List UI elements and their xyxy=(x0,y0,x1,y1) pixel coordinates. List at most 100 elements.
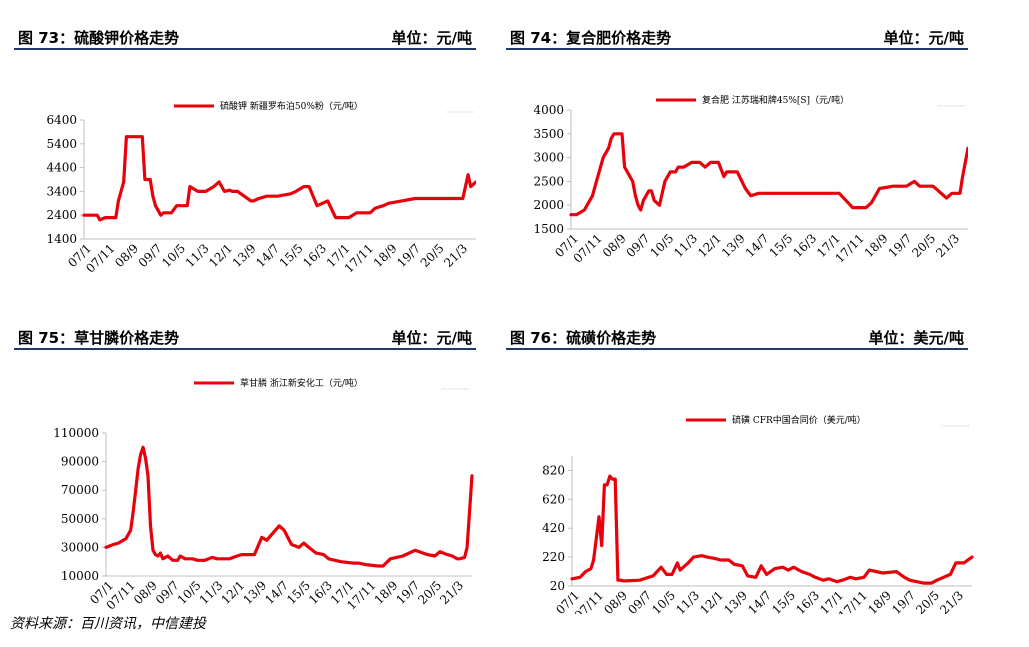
sulfur-chart: 2022042062082007/107/1108/909/710/511/31… xyxy=(542,414,974,614)
series-line xyxy=(82,135,476,222)
chart-title: 图 74：复合肥价格走势 xyxy=(510,29,672,47)
y-tick-label: 820 xyxy=(542,463,565,477)
potassium-sulfate-chart: 14002400340044005400640007/107/1108/909/… xyxy=(46,100,476,276)
x-tick-label: 11/3 xyxy=(671,231,700,260)
x-tick-label: 15/5 xyxy=(284,578,313,607)
x-tick-label: 19/7 xyxy=(886,231,915,260)
x-tick-label: 12/1 xyxy=(695,231,724,260)
y-tick-label: 50000 xyxy=(61,512,99,526)
source-note: 资料来源：百川资讯，中信建投 xyxy=(10,616,206,632)
chart-unit: 单位：美元/吨 xyxy=(868,329,964,347)
x-tick-label: 20/5 xyxy=(415,578,444,607)
x-tick-label: 13/9 xyxy=(721,588,750,614)
legend-label: 硫磺 CFR中国合同价（美元/吨） xyxy=(732,414,866,426)
x-tick-label: 09/7 xyxy=(624,231,653,260)
chart-title: 图 76：硫磺价格走势 xyxy=(510,329,657,347)
chart-header: 图 74：复合肥价格走势 单位：元/吨 xyxy=(506,26,968,50)
x-tick-label: 20/5 xyxy=(909,231,938,260)
y-tick-label: 4400 xyxy=(46,161,77,175)
x-tick-label: 16/3 xyxy=(793,588,822,614)
y-tick-label: 2400 xyxy=(46,208,77,222)
y-tick-label: 1400 xyxy=(46,232,77,246)
x-tick-label: 11/3 xyxy=(183,241,212,270)
x-tick-label: 20/5 xyxy=(913,588,942,614)
x-tick-label: 16/3 xyxy=(306,578,335,607)
x-tick-label: 21/3 xyxy=(933,231,962,260)
x-tick-label: 09/7 xyxy=(136,241,165,270)
chart-header: 图 73：硫酸钾价格走势 单位：元/吨 xyxy=(14,26,476,50)
chart-unit: 单位：元/吨 xyxy=(391,329,472,347)
sulfur-panel: 图 76：硫磺价格走势 单位：美元/吨 20 220 420 620 820 07/1 07… xyxy=(506,314,974,614)
y-tick-label: 6400 xyxy=(46,113,77,127)
y-tick-label: 620 xyxy=(542,492,565,506)
x-tick-label: 12/1 xyxy=(218,578,247,607)
x-tick-label: 11/3 xyxy=(197,578,226,607)
x-tick-label: 16/3 xyxy=(790,231,819,260)
x-tick-label: 08/9 xyxy=(600,231,629,260)
x-tick-label: 14/7 xyxy=(262,578,291,607)
x-tick-label: 18/9 xyxy=(862,231,891,260)
x-tick-label: 20/5 xyxy=(418,241,447,270)
y-tick-label: 20 xyxy=(550,579,565,593)
series-line xyxy=(570,474,974,585)
x-tick-label: 18/9 xyxy=(372,578,401,607)
x-tick-label: 13/9 xyxy=(240,578,269,607)
y-tick-label: 90000 xyxy=(61,455,99,469)
x-tick-label: 15/5 xyxy=(277,241,306,270)
x-tick-label: 08/9 xyxy=(112,241,141,270)
compound-fertilizer-chart: 15002000250030003500400007/107/1108/909/… xyxy=(533,94,968,266)
legend-label: 硫酸钾 新疆罗布泊50%粉（元/吨） xyxy=(220,100,363,112)
x-tick-label: 19/7 xyxy=(394,241,423,270)
x-tick-label: 10/5 xyxy=(159,241,188,270)
x-tick-label: 10/5 xyxy=(647,231,676,260)
x-tick-label: 11/3 xyxy=(673,588,702,614)
legend-label: 复合肥 江苏瑞和牌45%[S]（元/吨） xyxy=(702,94,849,106)
chart-unit: 单位：元/吨 xyxy=(883,29,964,47)
y-tick-label: 110000 xyxy=(53,426,99,440)
chart-unit: 单位：元/吨 xyxy=(391,29,472,47)
glyphosate-chart: 100003000050000700009000011000007/107/11… xyxy=(53,377,474,613)
x-tick-label: 12/1 xyxy=(697,588,726,614)
x-tick-label: 14/7 xyxy=(745,588,774,614)
series-line xyxy=(104,445,474,568)
y-tick-label: 2000 xyxy=(533,198,564,212)
x-tick-label: 21/3 xyxy=(437,578,466,607)
x-tick-label: 09/7 xyxy=(153,578,182,607)
y-tick-label: 70000 xyxy=(61,483,99,497)
y-tick-label: 2500 xyxy=(533,174,564,188)
chart-title: 图 75：草甘膦价格走势 xyxy=(18,329,180,347)
y-tick-label: 3500 xyxy=(533,127,564,141)
x-tick-label: 13/9 xyxy=(230,241,259,270)
x-tick-label: 08/9 xyxy=(131,578,160,607)
x-tick-label: 13/9 xyxy=(719,231,748,260)
x-tick-label: 18/9 xyxy=(371,241,400,270)
x-tick-label: 08/9 xyxy=(601,588,630,614)
y-tick-label: 4000 xyxy=(533,103,564,117)
x-tick-label: 19/7 xyxy=(889,588,918,614)
chart-header: 图 76：硫磺价格走势 单位：美元/吨 xyxy=(506,326,968,350)
x-tick-label: 21/3 xyxy=(441,241,470,270)
compound-fertilizer-panel: 图 74：复合肥价格走势 单位：元/吨 1500 2000 2500 3000 3500… xyxy=(506,14,968,314)
y-tick-label: 10000 xyxy=(61,569,99,583)
chart-header: 图 75：草甘膦价格走势 单位：元/吨 xyxy=(14,326,476,350)
x-tick-label: 09/7 xyxy=(625,588,654,614)
x-tick-label: 16/3 xyxy=(300,241,329,270)
x-tick-label: 19/7 xyxy=(393,578,422,607)
x-tick-label: 10/5 xyxy=(175,578,204,607)
y-tick-label: 5400 xyxy=(46,137,77,151)
y-tick-label: 420 xyxy=(542,521,565,535)
x-tick-label: 14/7 xyxy=(253,241,282,270)
y-tick-label: 30000 xyxy=(61,540,99,554)
y-tick-label: 3400 xyxy=(46,184,77,198)
glyphosate-panel: 图 75：草甘膦价格走势 单位：元/吨 10000 30000 50000 70000… xyxy=(14,314,476,614)
y-tick-label: 220 xyxy=(542,550,565,564)
x-tick-label: 15/5 xyxy=(769,588,798,614)
y-tick-label: 3000 xyxy=(533,151,564,165)
x-tick-label: 10/5 xyxy=(649,588,678,614)
potassium-sulfate-panel: 图 73：硫酸钾价格走势 单位：元/吨 1400 2400 3400 4400 5400… xyxy=(14,14,476,314)
y-tick-label: 1500 xyxy=(533,222,564,236)
chart-title: 图 73：硫酸钾价格走势 xyxy=(18,29,180,47)
x-tick-label: 18/9 xyxy=(865,588,894,614)
x-tick-label: 14/7 xyxy=(743,231,772,260)
legend-label: 草甘膦 浙江新安化工（元/吨） xyxy=(240,377,363,389)
